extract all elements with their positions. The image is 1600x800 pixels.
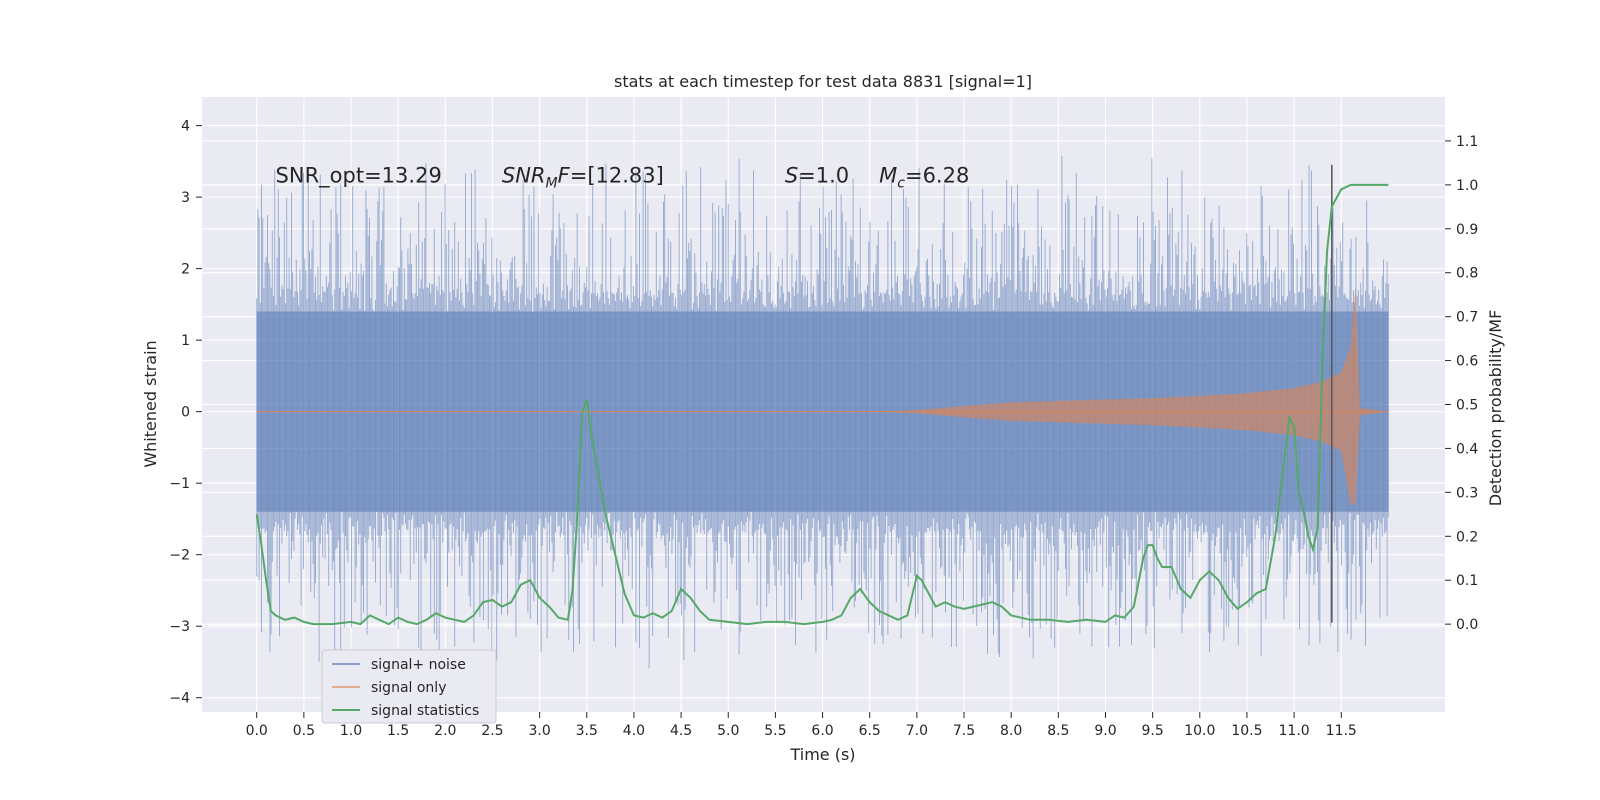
y-right-tick-label: 0.8 xyxy=(1456,266,1478,282)
y-tick-label: 1 xyxy=(181,333,190,349)
x-tick-label: 1.5 xyxy=(387,723,409,739)
y-right-tick-label: 0.3 xyxy=(1456,485,1478,501)
signal-statistics-line xyxy=(255,183,1389,626)
y-right-tick-label: 0.4 xyxy=(1456,441,1478,457)
y-axis-left-label: Whitened strain xyxy=(141,340,160,467)
x-tick-label: 5.0 xyxy=(717,723,739,739)
y-right-tick-label: 1.0 xyxy=(1456,178,1478,194)
legend: signal+ noise signal only signal statistic… xyxy=(321,649,497,724)
y-right-tick-label: 0.7 xyxy=(1456,310,1478,326)
x-tick-label: 11.5 xyxy=(1326,723,1357,739)
x-tick-label: 3.0 xyxy=(528,723,550,739)
y-right-tick-label: 0.9 xyxy=(1456,222,1478,238)
x-tick-label: 8.5 xyxy=(1047,723,1069,739)
y-right-tick-label: 0.0 xyxy=(1456,617,1478,633)
legend-label: signal statistics xyxy=(371,703,479,719)
y-axis-right-ticks: 0.0 0.1 0.2 0.3 0.4 0.5 0.6 0.7 0.8 0.9 1.0 1.1 xyxy=(1445,134,1478,633)
x-tick-label: 0.5 xyxy=(293,723,315,739)
y-right-tick-label: 0.6 xyxy=(1456,354,1478,370)
y-tick-label: 3 xyxy=(181,190,190,206)
x-tick-label: 4.5 xyxy=(670,723,692,739)
x-tick-label: 6.0 xyxy=(811,723,833,739)
x-tick-label: 10.0 xyxy=(1184,723,1215,739)
y-tick-label: 4 xyxy=(181,119,190,135)
x-tick-label: 4.0 xyxy=(623,723,645,739)
y-tick-label: 0 xyxy=(181,405,190,421)
y-right-tick-label: 0.5 xyxy=(1456,398,1478,414)
legend-box xyxy=(321,649,497,724)
y-tick-label: −3 xyxy=(169,619,190,635)
x-tick-label: 3.5 xyxy=(576,723,598,739)
x-tick-label: 7.5 xyxy=(953,723,975,739)
x-tick-label: 5.5 xyxy=(764,723,786,739)
y-right-tick-label: 1.1 xyxy=(1456,134,1478,150)
annotation-3: S=1.0 xyxy=(785,164,849,188)
legend-label: signal only xyxy=(371,680,446,696)
x-tick-label: 2.0 xyxy=(434,723,456,739)
legend-label: signal+ noise xyxy=(371,657,466,673)
x-axis-ticks: 0.0 0.5 1.0 1.5 2.0 2.5 3.0 3.5 4.0 4.5 5.0 5.5 6.0 6… xyxy=(246,712,1357,739)
x-axis-label: Time (s) xyxy=(789,745,855,764)
y-axis-left-ticks: −4 −3 −2 −1 0 1 2 3 4 xyxy=(169,119,202,707)
y-axis-right-label: Detection probability/MF xyxy=(1486,310,1505,507)
x-tick-label: 6.5 xyxy=(859,723,881,739)
y-right-tick-label: 0.2 xyxy=(1456,529,1478,545)
y-right-tick-label: 0.1 xyxy=(1456,573,1478,589)
x-tick-label: 2.5 xyxy=(481,723,503,739)
x-tick-label: 9.0 xyxy=(1094,723,1116,739)
x-tick-label: 10.5 xyxy=(1231,723,1262,739)
x-tick-label: 11.0 xyxy=(1279,723,1310,739)
x-tick-label: 1.0 xyxy=(340,723,362,739)
annotation-4: Mc=6.28 xyxy=(879,164,969,192)
series-signal-only xyxy=(256,286,1389,505)
annotation-1: SNR_opt=13.29 xyxy=(276,164,442,189)
y-tick-label: −4 xyxy=(169,691,190,707)
x-tick-label: 0.0 xyxy=(246,723,268,739)
x-tick-label: 7.0 xyxy=(906,723,928,739)
x-tick-label: 8.0 xyxy=(1000,723,1022,739)
chart-title: stats at each timestep for test data 883… xyxy=(614,72,1032,91)
y-tick-label: 2 xyxy=(181,262,190,278)
annotation-2: SNRMF=[12.83] xyxy=(502,164,664,192)
x-tick-label: 9.5 xyxy=(1142,723,1164,739)
annotations: SNR_opt=13.29 SNRMF=[12.83] S=1.0 Mc=6.28 xyxy=(276,164,970,192)
series-signal-statistics xyxy=(255,183,1389,626)
y-tick-label: −1 xyxy=(169,476,190,492)
y-tick-label: −2 xyxy=(169,548,190,564)
